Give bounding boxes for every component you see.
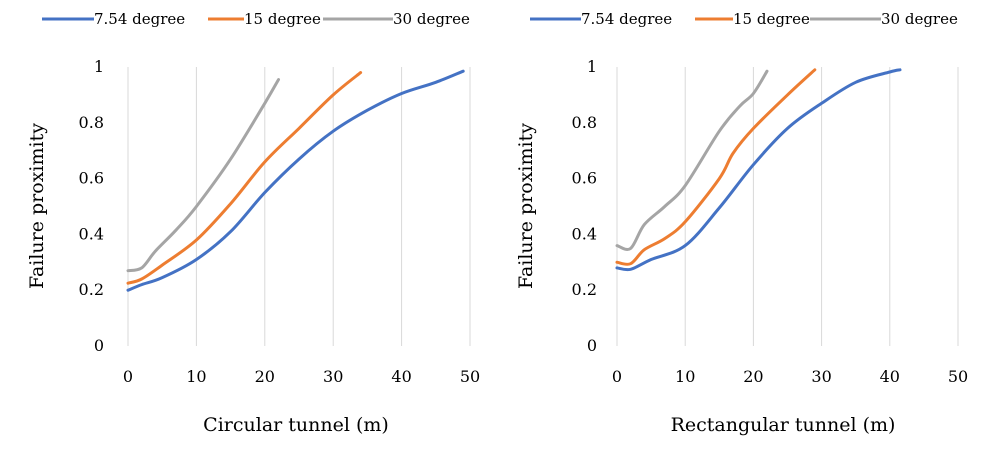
series-lines [126,69,465,292]
y-axis-title: Failure proximity [26,123,48,289]
gridlines [127,67,471,346]
x-tick-label: 10 [186,367,206,386]
legend: 7.54 degree 15 degree 30 degree [42,10,470,28]
x-tick-label: 30 [323,367,343,386]
legend-label: 7.54 degree [94,10,185,28]
rectangular-tunnel-chart: 7.54 degree 15 degree 30 degree 0 0.2 0.4 0.6… [515,10,968,436]
x-tick-label: 10 [675,367,695,386]
legend-label: 7.54 degree [581,10,672,28]
y-tick-label: 0.8 [572,113,597,132]
y-tick-label: 0.6 [572,169,597,188]
x-axis-title: Rectangular tunnel (m) [671,414,896,436]
y-axis-title: Failure proximity [515,123,537,289]
x-tick-label: 50 [460,367,480,386]
x-tick-label: 20 [743,367,763,386]
x-tick-labels: 0 10 20 30 40 50 [612,367,968,386]
series-line-7-54-degree [615,68,902,272]
x-tick-label: 30 [811,367,831,386]
series-line-7-54-degree [126,69,465,292]
x-tick-label: 0 [123,367,133,386]
x-tick-label: 40 [391,367,411,386]
x-tick-label: 50 [948,367,968,386]
y-tick-labels: 0 0.2 0.4 0.6 0.8 1 [79,57,104,355]
series-line-30-degree [615,69,769,251]
x-tick-labels: 0 10 20 30 40 50 [123,367,480,386]
y-tick-label: 1 [94,57,104,76]
y-tick-label: 0.4 [79,224,104,243]
y-tick-label: 0.2 [79,280,104,299]
y-tick-label: 1 [587,57,597,76]
legend: 7.54 degree 15 degree 30 degree [530,10,958,28]
y-tick-label: 0.4 [572,224,597,243]
series-line-15-degree [126,71,363,285]
legend-label: 15 degree [733,10,810,28]
y-tick-label: 0.8 [79,113,104,132]
x-axis-title: Circular tunnel (m) [203,414,389,436]
series-line-30-degree [126,78,280,273]
legend-label: 30 degree [393,10,470,28]
x-tick-label: 20 [255,367,275,386]
y-tick-labels: 0 0.2 0.4 0.6 0.8 1 [572,57,597,355]
x-tick-label: 40 [880,367,900,386]
y-tick-label: 0.2 [572,280,597,299]
series-line-15-degree [615,68,817,266]
y-tick-label: 0 [587,336,597,355]
y-tick-label: 0.6 [79,169,104,188]
legend-label: 15 degree [244,10,321,28]
circular-tunnel-chart: 7.54 degree 15 degree 30 degree 0 0.2 0.4 0.6… [26,10,480,436]
legend-label: 30 degree [881,10,958,28]
series-lines [615,68,902,272]
x-tick-label: 0 [612,367,622,386]
gridlines [616,67,959,346]
y-tick-label: 0 [94,336,104,355]
